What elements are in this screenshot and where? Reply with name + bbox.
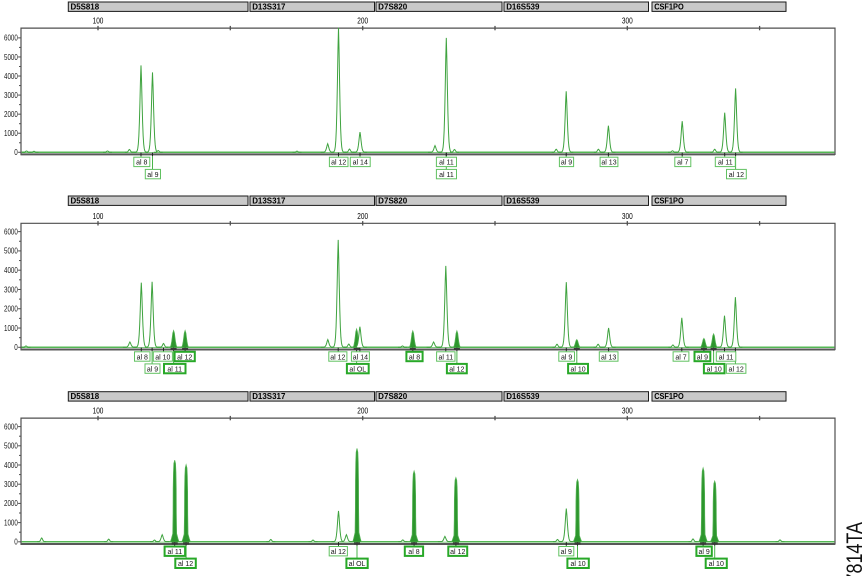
svg-text:6000: 6000 xyxy=(4,34,18,43)
svg-text:3000: 3000 xyxy=(4,285,18,294)
svg-text:al 10: al 10 xyxy=(709,561,724,568)
svg-text:4000: 4000 xyxy=(4,72,18,81)
svg-text:D5S818: D5S818 xyxy=(71,196,100,205)
svg-text:al 11: al 11 xyxy=(718,160,733,167)
svg-text:al 13: al 13 xyxy=(601,160,616,167)
svg-text:al 11: al 11 xyxy=(439,172,454,179)
svg-text:D16S539: D16S539 xyxy=(506,2,540,11)
svg-text:5000: 5000 xyxy=(4,442,18,451)
svg-text:al 13: al 13 xyxy=(601,354,616,361)
svg-text:al 9: al 9 xyxy=(697,354,708,361)
svg-text:al 10: al 10 xyxy=(571,561,586,568)
svg-text:al 12: al 12 xyxy=(449,366,464,373)
svg-text:al 12: al 12 xyxy=(177,354,192,361)
svg-text:1000: 1000 xyxy=(4,324,18,333)
svg-text:al 7: al 7 xyxy=(677,160,688,167)
svg-text:100: 100 xyxy=(93,16,104,26)
svg-text:5000: 5000 xyxy=(4,53,18,62)
svg-text:CSF1PO: CSF1PO xyxy=(654,2,684,11)
svg-text:al 10: al 10 xyxy=(707,366,722,373)
svg-text:al 11: al 11 xyxy=(719,354,734,361)
svg-text:al 12: al 12 xyxy=(729,366,744,373)
svg-text:al 8: al 8 xyxy=(137,354,148,361)
svg-text:CSF1PO: CSF1PO xyxy=(654,196,684,205)
svg-text:100: 100 xyxy=(93,211,104,221)
svg-text:6000: 6000 xyxy=(4,422,18,431)
svg-text:al 11: al 11 xyxy=(439,160,454,167)
svg-text:300: 300 xyxy=(622,406,633,416)
svg-text:al 9: al 9 xyxy=(147,172,158,179)
svg-text:200: 200 xyxy=(357,211,368,221)
svg-text:D16S539: D16S539 xyxy=(506,392,540,401)
svg-text:al OL: al OL xyxy=(349,366,366,373)
svg-text:3000: 3000 xyxy=(4,91,18,100)
svg-text:D13S317: D13S317 xyxy=(252,392,286,401)
svg-text:CSF1PO: CSF1PO xyxy=(654,392,684,401)
svg-text:al 12: al 12 xyxy=(331,160,346,167)
svg-text:al 9: al 9 xyxy=(561,354,572,361)
svg-text:4000: 4000 xyxy=(4,266,18,275)
svg-text:al 12: al 12 xyxy=(330,354,345,361)
svg-text:6000: 6000 xyxy=(4,227,18,236)
svg-text:al 14: al 14 xyxy=(353,160,368,167)
svg-text:1000: 1000 xyxy=(4,518,18,527)
svg-text:al 8: al 8 xyxy=(136,160,147,167)
svg-text:al 8: al 8 xyxy=(408,549,419,556)
svg-text:2000: 2000 xyxy=(4,110,18,119)
svg-text:4000: 4000 xyxy=(4,461,18,470)
svg-text:3000: 3000 xyxy=(4,480,18,489)
svg-text:al 7: al 7 xyxy=(675,354,686,361)
svg-text:al 10: al 10 xyxy=(155,354,170,361)
svg-text:al 12: al 12 xyxy=(331,549,346,556)
svg-text:al 12: al 12 xyxy=(450,549,465,556)
svg-text:al 11: al 11 xyxy=(438,354,453,361)
svg-text:D7S820: D7S820 xyxy=(378,2,408,11)
svg-text:al 12: al 12 xyxy=(178,561,193,568)
svg-text:D13S317: D13S317 xyxy=(252,196,286,205)
svg-text:100: 100 xyxy=(93,406,104,416)
svg-text:D13S317: D13S317 xyxy=(252,2,286,11)
svg-text:D5S818: D5S818 xyxy=(71,2,100,11)
svg-text:0: 0 xyxy=(14,343,18,352)
svg-text:al 9: al 9 xyxy=(698,549,709,556)
svg-text:al OL: al OL xyxy=(349,561,366,568)
svg-text:al 9: al 9 xyxy=(561,549,572,556)
svg-text:5000: 5000 xyxy=(4,247,18,256)
svg-text:300: 300 xyxy=(622,211,633,221)
svg-text:D16S539: D16S539 xyxy=(506,196,540,205)
svg-text:al 11: al 11 xyxy=(167,366,182,373)
svg-text:D7S820: D7S820 xyxy=(378,392,408,401)
svg-text:200: 200 xyxy=(357,16,368,26)
svg-text:al 8: al 8 xyxy=(409,354,420,361)
svg-text:al 12: al 12 xyxy=(729,172,744,179)
svg-text:300: 300 xyxy=(622,16,633,26)
svg-text:D5S818: D5S818 xyxy=(71,392,100,401)
svg-text:7814TA: 7814TA xyxy=(842,522,864,576)
svg-text:al 11: al 11 xyxy=(168,549,183,556)
svg-text:al 9: al 9 xyxy=(147,366,158,373)
svg-text:al 14: al 14 xyxy=(353,354,368,361)
svg-text:200: 200 xyxy=(357,406,368,416)
svg-text:1000: 1000 xyxy=(4,129,18,138)
svg-text:al 9: al 9 xyxy=(561,160,572,167)
svg-text:2000: 2000 xyxy=(4,305,18,314)
svg-text:0: 0 xyxy=(14,148,18,157)
svg-text:D7S820: D7S820 xyxy=(378,196,408,205)
svg-text:0: 0 xyxy=(14,538,18,547)
svg-text:al 10: al 10 xyxy=(570,366,585,373)
svg-text:2000: 2000 xyxy=(4,499,18,508)
